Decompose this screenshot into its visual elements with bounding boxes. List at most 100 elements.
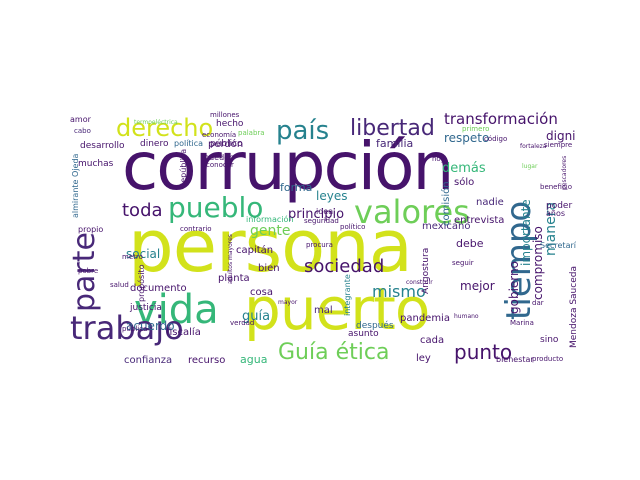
word-documento: documento (130, 283, 187, 294)
word-comision: comisión (441, 181, 452, 226)
word-procura: procura (306, 241, 333, 249)
word-guia-etica: Guía ética (278, 340, 390, 365)
word-despues: después (356, 321, 394, 331)
word-seguir: seguir (452, 259, 474, 267)
word-dinero: dinero (140, 139, 169, 149)
word-persona: persona (128, 204, 413, 288)
word-economia: economía (202, 131, 237, 139)
word-contrario: contrario (180, 225, 212, 233)
word-pueblo: pueblo (168, 191, 264, 224)
word-cabo: cabo (74, 127, 91, 135)
word-palabra: palabra (238, 129, 265, 137)
word-trabajo: trabajo (70, 309, 184, 347)
word-publico: público (210, 139, 243, 149)
word-hecho: hecho (216, 119, 244, 129)
word-propio: propio (78, 225, 104, 234)
word-anos: años (546, 209, 566, 218)
word-mendoza-sauceda: Mendoza Sauceda (569, 266, 576, 348)
word-fortaleza: fortaleza (520, 143, 547, 150)
word-termoelectrica: termoeléctrica (134, 119, 178, 126)
word-social: social (126, 247, 161, 261)
word-informacion: información (246, 215, 294, 224)
word-secretaria: Secretaría (540, 241, 576, 250)
word-mal: mal (314, 305, 333, 316)
word-pais: país (276, 116, 330, 146)
word-sociedad: sociedad (304, 256, 385, 277)
word-beneficio: beneficio (540, 183, 572, 191)
word-millones: millones (210, 111, 240, 119)
word-forma: forma (280, 181, 313, 194)
word-pescadores: pescadores (561, 155, 568, 190)
word-derecho: derecho (116, 114, 214, 142)
word-seguridad: seguridad (304, 217, 339, 225)
word-debe: debe (456, 237, 484, 250)
word-hoy: hoy (432, 155, 445, 163)
word-mayor: mayor (278, 299, 298, 306)
word-dignidad: dignidad (546, 129, 576, 143)
word-poder: poder (546, 201, 573, 211)
word-asunto: asunto (348, 329, 379, 339)
word-solo: sólo (454, 177, 475, 188)
word-metro: metro (122, 253, 143, 261)
word-mexicano: mexicano (422, 221, 471, 232)
word-valores: valores (354, 193, 470, 231)
word-recurso: recurso (188, 355, 226, 366)
word-entrevista: entrevista (454, 215, 505, 226)
word-angostura: Angostura (421, 247, 431, 294)
word-justicia: justicia (130, 303, 162, 313)
word-siempre: siempre (544, 141, 573, 149)
word-guia: guía (242, 309, 271, 324)
word-punto: punto (454, 340, 513, 364)
word-producto: producto (532, 355, 564, 363)
word-idea: idea (316, 207, 334, 216)
word-acuerdo: acuerdo (126, 319, 175, 333)
word-cloud: corrupción persona puerto valores tiempo… (70, 104, 576, 376)
word-leyes: leyes (316, 189, 348, 203)
word-humano: humano (454, 313, 479, 320)
word-construir: construir (406, 279, 433, 286)
word-dar: dar (532, 299, 544, 307)
word-fiscalia: fiscalía (166, 327, 201, 338)
word-planta: planta (218, 273, 250, 284)
word-lugar: lugar (522, 163, 538, 170)
word-salud: salud (110, 281, 129, 289)
word-confianza: confianza (124, 355, 173, 366)
word-capitan: capitán (236, 245, 274, 256)
word-conocer: conocer (206, 161, 234, 169)
word-vida: vida (134, 287, 219, 333)
word-integrante: integrante (343, 274, 352, 316)
word-puerto: puerto (244, 275, 430, 343)
word-cosa: cosa (250, 287, 273, 298)
word-pandemia: pandemia (400, 313, 450, 324)
word-perdon: perdón (208, 139, 244, 150)
word-nadie: nadie (476, 197, 504, 208)
word-transformacion: transformación (444, 110, 558, 128)
word-bienestar: bienestar (496, 355, 534, 364)
word-publica: pública (122, 325, 148, 333)
word-sino: sino (540, 335, 559, 345)
word-mejor: mejor (460, 279, 495, 293)
word-agua: agua (240, 353, 268, 366)
word-politica: política (174, 139, 204, 148)
word-muchas: muchas (78, 159, 114, 169)
word-politico: político (340, 223, 366, 231)
word-desarrollo: desarrollo (80, 141, 125, 151)
word-pobre: pobre (78, 267, 99, 275)
word-verdad: verdad (230, 319, 255, 327)
word-libertad: libertad (350, 116, 435, 141)
word-almirante-ojeda: almirante Ojeda (71, 153, 80, 218)
word-amor: amor (70, 115, 91, 124)
word-ley: ley (416, 353, 431, 364)
word-principio: principio (288, 207, 345, 222)
word-adultos-mayores: adultos mayores (227, 234, 234, 284)
word-bien: bien (258, 263, 280, 274)
word-pueden: pueden (204, 153, 235, 162)
word-corrupcion: corrupción (122, 128, 454, 205)
word-cada: cada (420, 335, 445, 346)
word-marina: Marina (510, 319, 534, 327)
word-toda: toda (122, 200, 163, 221)
word-respeto: respeto (444, 131, 490, 145)
word-mismo: mismo (372, 282, 426, 301)
word-demas: demás (442, 161, 486, 176)
word-codigo: código (484, 135, 508, 143)
